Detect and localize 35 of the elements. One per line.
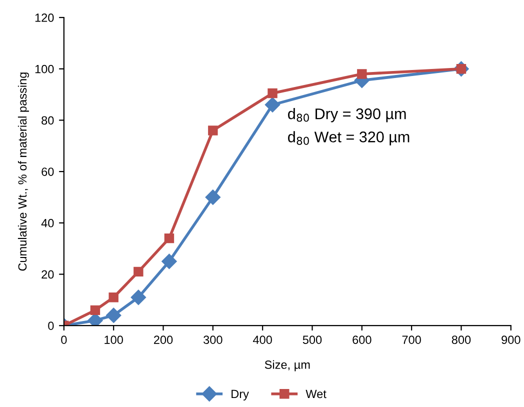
point [208,126,218,136]
point [106,308,122,323]
point [357,69,367,79]
legend-label: Wet [306,390,326,398]
annotation: d$_{80}$ Dry = 390 µm [288,108,406,122]
point [130,290,146,305]
x-tick-label: 400 [253,336,272,344]
x-tick-label: 300 [204,336,222,344]
point [205,190,220,205]
y-tick-label: 40 [41,218,54,228]
x-tick-label: 900 [502,336,520,344]
y-tick-label: 0 [48,322,54,330]
y-tick-label: 20 [42,270,54,279]
x-axis-title: Size, µm [264,360,310,372]
x-tick-label: 100 [104,336,123,344]
point [164,233,174,244]
y-axis-title: Cumulative Wt., % of material passing [18,72,29,271]
y-tick-label: 100 [35,64,54,74]
x-tick-label: 0 [61,336,67,344]
y-tick-label: 60 [42,168,54,176]
x-tick-label: 200 [154,336,173,344]
legend-label: Dry [232,390,249,400]
point [134,266,144,277]
point [268,88,278,98]
point [264,97,280,112]
x-tick-label: 700 [402,336,421,344]
point [90,305,100,316]
x-tick-label: 800 [452,336,471,344]
x-tick-label: 500 [302,336,322,344]
x-tick-label: 600 [352,336,372,344]
point [162,254,177,269]
annotation: d$_{80}$ Wet = 320 µm [288,131,410,146]
y-tick-label: 80 [42,116,54,125]
y-tick-label: 120 [35,14,54,22]
point [108,292,118,302]
